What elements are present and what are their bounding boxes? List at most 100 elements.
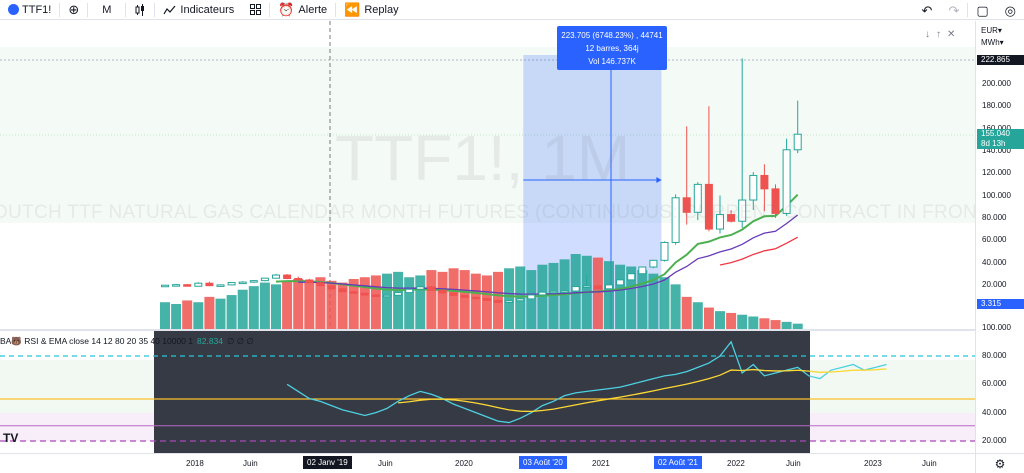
rsi-dark-background: [154, 331, 810, 453]
volume-bar: [615, 264, 626, 329]
candle-body: [649, 259, 658, 268]
candle-body: [283, 274, 292, 280]
volume-bar: [415, 275, 426, 329]
volume-bar: [737, 314, 748, 329]
redo-button[interactable]: ↷: [940, 0, 967, 20]
candle-body: [205, 282, 214, 287]
candle-body: [294, 278, 303, 281]
volume-bar: [459, 270, 470, 329]
symbol-label: TTF1!: [22, 3, 52, 16]
high-price-tag: 222.865: [977, 55, 1024, 65]
price-axis-label: 20.000: [982, 280, 1007, 289]
candle-body: [482, 298, 491, 301]
gear-icon: ⚙: [994, 456, 1006, 471]
range-start-tag: 03 Août '20: [519, 456, 567, 469]
candle-body: [682, 197, 691, 213]
candle-body: [316, 282, 325, 287]
fullscreen-button[interactable]: ▢: [968, 0, 996, 20]
volume-bar: [315, 277, 326, 329]
candle-body: [693, 183, 702, 213]
volume-bar: [237, 289, 248, 329]
indicator-legend[interactable]: BA🐻 RSI & EMA close 14 12 80 20 35 40 10…: [0, 334, 254, 348]
indicators-label: Indicateurs: [180, 3, 235, 16]
indicators-icon: [163, 5, 176, 14]
candle-body: [360, 292, 369, 296]
undo-button[interactable]: ↶: [914, 0, 941, 20]
time-axis-label: Juin: [243, 459, 258, 468]
candle-body: [527, 294, 536, 300]
volume-bar: [271, 284, 281, 329]
time-axis-label: 2022: [727, 459, 745, 468]
candle-body: [449, 292, 458, 296]
candles-icon: [135, 3, 145, 16]
time-axis-label: Juin: [378, 459, 393, 468]
volume-bar: [182, 300, 193, 329]
interval-button[interactable]: M: [102, 3, 112, 16]
time-axis-label: 2020: [455, 459, 473, 468]
volume-bar: [370, 275, 381, 329]
alert-button[interactable]: ⏰ Alerte: [270, 0, 335, 20]
candle-body: [172, 284, 181, 287]
candle-body: [183, 284, 192, 287]
replay-button[interactable]: ⏪ Replay: [336, 0, 406, 20]
chart-canvas[interactable]: [0, 21, 975, 453]
rsi-axis-label: 100.000: [982, 322, 1011, 332]
candle-body: [605, 284, 613, 290]
candle-body: [638, 266, 647, 275]
rsi-axis-label: 60.000: [982, 379, 1007, 389]
toolbar-right-group: ↶ ↷ ▢ ◎: [914, 0, 1024, 20]
volume-bar: [715, 311, 725, 329]
chart-pane[interactable]: TTF1!, 1M DUTCH TTF NATURAL GAS CALENDAR…: [0, 21, 1024, 473]
currency-selector[interactable]: EUR▾ MWh▾: [981, 25, 1004, 49]
candle-body: [394, 292, 403, 296]
candle-body: [249, 280, 258, 283]
candle-body: [194, 282, 203, 287]
ema-line-red: [719, 236, 799, 266]
volume-bar: [748, 316, 759, 329]
chart-settings-button[interactable]: ⚙: [975, 453, 1024, 473]
toolbar-divider: [335, 2, 337, 17]
volume-bar: [226, 295, 237, 329]
arrow-up-icon[interactable]: ↑: [936, 29, 941, 40]
range-end-tag: 02 Août '21: [654, 456, 702, 469]
candle-body: [338, 288, 347, 293]
candle-body: [704, 183, 713, 230]
replay-icon: ⏪: [344, 2, 361, 17]
candle-body: [327, 285, 336, 290]
indicators-button[interactable]: Indicateurs: [155, 0, 242, 20]
volume-bar: [426, 270, 437, 329]
arrow-down-icon[interactable]: ↓: [925, 29, 930, 40]
redo-icon: ↷: [948, 2, 960, 18]
crosshair-date-tag: 02 Janv '19: [303, 456, 352, 469]
snapshot-button[interactable]: ◎: [997, 0, 1024, 20]
volume-bar: [193, 302, 204, 329]
ema-line-green: [275, 193, 799, 298]
candle-body: [438, 289, 447, 294]
candle-body: [549, 290, 558, 294]
volume-bar: [703, 307, 714, 329]
price-axis-label: 40.000: [982, 257, 1007, 267]
volume-bar: [215, 298, 226, 329]
candle-body: [227, 282, 236, 286]
candle-body: [405, 288, 414, 294]
symbol-search-button[interactable]: TTF1!: [0, 0, 59, 20]
price-axis[interactable]: EUR▾ MWh▾ 200.000180.000160.000140.00012…: [975, 21, 1024, 453]
toolbar-divider: [269, 2, 271, 17]
measure-price-change: 223.705 (6748.23%) , 44741: [561, 31, 663, 40]
rsi-axis-label: 40.000: [982, 407, 1007, 417]
tradingview-logo[interactable]: TV: [3, 431, 19, 445]
layouts-button[interactable]: [242, 0, 269, 20]
volume-bar: [537, 264, 548, 329]
time-axis[interactable]: 2018 Juin Juin 2020 2021 2022 Juin 2023 Juin 02 J…: [0, 453, 975, 473]
price-axis-label: 120.000: [982, 168, 1011, 178]
plus-circle-icon: ⊕: [68, 2, 80, 17]
chart-type-button[interactable]: [126, 0, 154, 20]
candle-body: [727, 214, 736, 222]
candle-body: [538, 291, 547, 296]
alarm-clock-icon: ⏰: [278, 2, 295, 17]
candle-body: [416, 286, 425, 290]
volume-bar: [515, 266, 526, 329]
compare-symbol-button[interactable]: ⊕: [60, 0, 87, 20]
volume-bar: [681, 296, 692, 329]
close-icon[interactable]: ✕: [947, 29, 956, 40]
